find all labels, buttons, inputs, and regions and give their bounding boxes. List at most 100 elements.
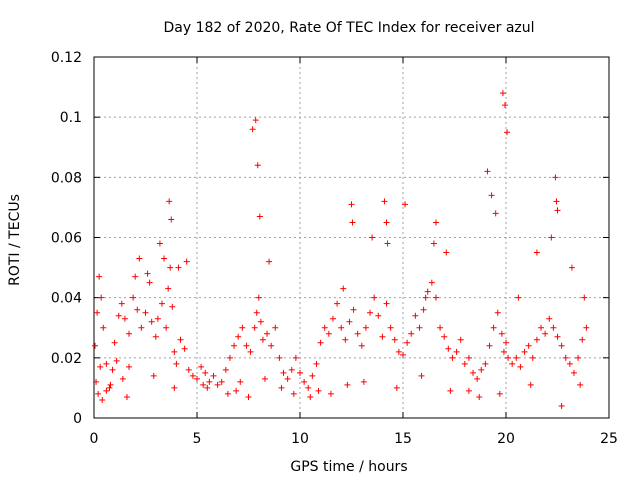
data-point (500, 348, 507, 355)
data-point (109, 366, 116, 373)
data-point (173, 360, 180, 367)
data-point (95, 390, 102, 397)
data-point (317, 339, 324, 346)
data-point (97, 363, 104, 370)
data-point (546, 315, 553, 322)
data-point (144, 270, 151, 277)
data-point (272, 324, 279, 331)
data-point (554, 207, 561, 214)
data-point (566, 360, 573, 367)
data-point (301, 378, 308, 385)
data-point (321, 324, 328, 331)
data-point (383, 219, 390, 226)
data-point (325, 330, 332, 337)
data-point (214, 381, 221, 388)
y-tick-labels: 0 0.02 0.04 0.06 0.08 0.1 0.12 (51, 50, 82, 427)
data-point (278, 384, 285, 391)
data-point (132, 273, 139, 280)
data-point (371, 294, 378, 301)
data-point (235, 333, 242, 340)
data-point (486, 342, 493, 349)
data-point (362, 324, 369, 331)
data-point (542, 330, 549, 337)
data-point (166, 198, 173, 205)
data-point (256, 213, 263, 220)
data-point (513, 354, 520, 361)
data-point (94, 309, 101, 316)
y-tick-label: 0.06 (51, 231, 82, 247)
data-point (92, 342, 99, 349)
data-point (581, 294, 588, 301)
data-point (533, 336, 540, 343)
data-point (340, 285, 347, 292)
data-point (315, 387, 322, 394)
data-point (375, 312, 382, 319)
data-point (226, 354, 233, 361)
data-point (538, 324, 545, 331)
y-tick-label: 0.12 (51, 50, 82, 66)
data-point (412, 312, 419, 319)
data-point (183, 258, 190, 265)
data-point (249, 126, 256, 133)
data-point (430, 240, 437, 247)
data-point (284, 375, 291, 382)
y-tick-label: 0.08 (51, 170, 82, 186)
data-point (488, 192, 495, 199)
data-point (453, 348, 460, 355)
data-point (367, 309, 374, 316)
data-point (171, 384, 178, 391)
data-point (498, 330, 505, 337)
data-point (350, 306, 357, 313)
data-point (146, 279, 153, 286)
data-point (354, 330, 361, 337)
data-point (504, 129, 511, 136)
data-point (515, 294, 522, 301)
data-point (231, 342, 238, 349)
data-point (393, 384, 400, 391)
data-point (492, 210, 499, 217)
data-point (169, 303, 176, 310)
data-point (247, 348, 254, 355)
data-point (552, 174, 559, 181)
data-point (344, 381, 351, 388)
data-point (554, 333, 561, 340)
data-point (307, 393, 314, 400)
data-point (171, 348, 178, 355)
data-point (168, 216, 175, 223)
data-point (161, 255, 168, 262)
data-point (156, 240, 163, 247)
data-point (154, 315, 161, 322)
data-point (175, 264, 182, 271)
data-point (391, 336, 398, 343)
data-point (476, 393, 483, 400)
x-tick-labels: 0 5 10 15 20 25 (90, 431, 618, 447)
data-point (449, 354, 456, 361)
data-point (517, 363, 524, 370)
data-point (381, 198, 388, 205)
data-point (142, 309, 149, 316)
x-tick-label: 25 (600, 431, 618, 447)
data-point (181, 345, 188, 352)
data-point (198, 363, 205, 370)
data-point (261, 375, 268, 382)
y-tick-label: 0 (73, 411, 82, 427)
data-point (470, 369, 477, 376)
data-point (447, 387, 454, 394)
data-point (103, 387, 110, 394)
data-point (93, 378, 100, 385)
data-point (568, 264, 575, 271)
data-point (418, 372, 425, 379)
y-tick-label: 0.04 (51, 291, 82, 307)
data-point (152, 333, 159, 340)
data-point (509, 360, 516, 367)
data-point (494, 309, 501, 316)
data-point (194, 375, 200, 382)
data-point (202, 369, 209, 376)
data-point (369, 234, 376, 241)
data-point (457, 336, 464, 343)
data-points (92, 90, 590, 409)
data-point (167, 264, 174, 271)
data-point (387, 324, 394, 331)
data-point (115, 312, 122, 319)
